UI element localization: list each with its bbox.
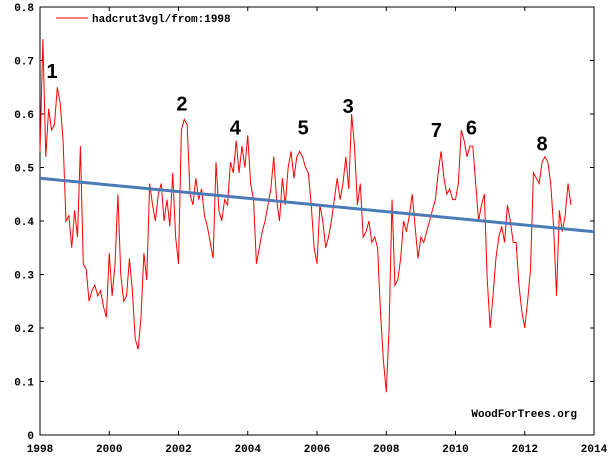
annotation: 5: [298, 117, 309, 139]
y-tick-label: 0.4: [14, 217, 34, 229]
x-tick-label: 2004: [235, 444, 262, 456]
annotation: 8: [537, 133, 548, 155]
x-tick-label: 1998: [27, 444, 54, 456]
annotation: 1: [47, 61, 58, 83]
y-tick-label: 0.5: [14, 164, 34, 176]
data-line: [39, 39, 572, 393]
annotation: 6: [466, 117, 477, 139]
x-tick-label: 2002: [165, 444, 191, 456]
y-tick-label: 0.8: [14, 3, 34, 15]
x-tick-label: 2000: [96, 444, 122, 456]
y-tick-label: 0.6: [14, 110, 34, 122]
y-tick-label: 0.1: [14, 378, 34, 390]
x-tick-label: 2010: [442, 444, 468, 456]
y-tick-label: 0.7: [14, 57, 34, 69]
y-tick-label: 0.3: [14, 271, 34, 283]
x-tick-label: 2012: [512, 444, 538, 456]
trend-line: [39, 176, 595, 234]
annotation: 2: [176, 93, 187, 115]
x-tick-label: 2006: [304, 444, 330, 456]
x-tick-label: 2014: [581, 444, 608, 456]
annotation: 7: [431, 120, 442, 142]
plot-frame: [39, 6, 595, 436]
watermark: WoodForTrees.org: [471, 409, 577, 421]
annotation: 3: [343, 96, 354, 118]
annotation: 4: [230, 117, 242, 139]
y-tick-label: 0: [27, 431, 34, 443]
legend-label: hadcrut3vgl/from:1998: [92, 14, 231, 26]
x-tick-label: 2008: [373, 444, 400, 456]
y-tick-label: 0.2: [14, 324, 34, 336]
